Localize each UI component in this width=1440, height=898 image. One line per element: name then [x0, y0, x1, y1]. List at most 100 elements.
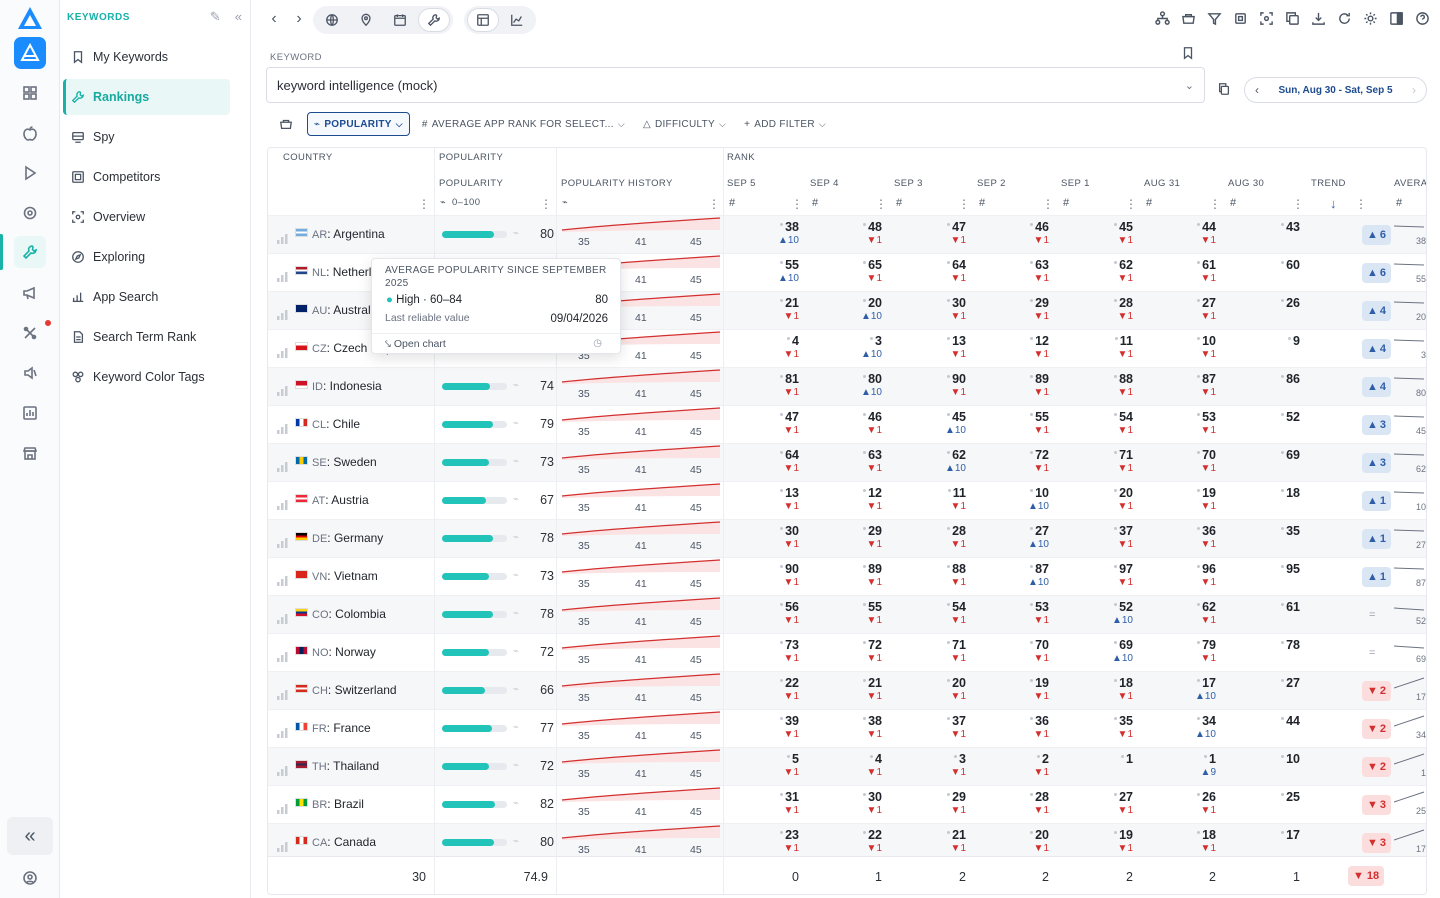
keyword-tool-button[interactable]: [419, 9, 449, 31]
column-menu-icon[interactable]: ⋮: [1355, 197, 1368, 211]
country-name[interactable]: BR: Brazil: [312, 797, 364, 811]
rank-cell[interactable]: 26 ▼1: [1164, 790, 1216, 817]
country-name[interactable]: AT: Austria: [312, 493, 369, 507]
rank-cell[interactable]: 19 ▼1: [997, 676, 1049, 703]
rank-cell[interactable]: 95: [1248, 562, 1300, 576]
rank-cell[interactable]: 28 ▼1: [997, 790, 1049, 817]
group-by-button[interactable]: [275, 113, 297, 135]
column-menu-icon[interactable]: ⋮: [958, 197, 971, 211]
rail-apps-button[interactable]: [14, 77, 46, 109]
globe-button[interactable]: [317, 9, 347, 31]
rank-cell[interactable]: 56 ▼1: [747, 600, 799, 627]
rank-cell[interactable]: 34 ▲10: [1164, 714, 1216, 741]
rank-cell[interactable]: 72 ▼1: [997, 448, 1049, 475]
column-header-trend[interactable]: TREND: [1311, 178, 1346, 189]
column-header-popularity[interactable]: POPULARITY: [439, 178, 504, 189]
rank-cell[interactable]: 18: [1248, 486, 1300, 500]
column-header-aug30[interactable]: AUG 30: [1228, 178, 1265, 189]
rank-cell[interactable]: 28 ▼1: [914, 524, 966, 551]
location-button[interactable]: [351, 9, 381, 31]
rank-cell[interactable]: 45 ▲10: [914, 410, 966, 437]
rank-cell[interactable]: 72 ▼1: [830, 638, 882, 665]
rank-cell[interactable]: 55 ▼1: [997, 410, 1049, 437]
rank-cell[interactable]: 17: [1248, 828, 1300, 842]
rank-cell[interactable]: 55 ▲10: [747, 258, 799, 285]
rank-cell[interactable]: 60: [1248, 258, 1300, 272]
rank-cell[interactable]: 10 ▲10: [997, 486, 1049, 513]
country-name[interactable]: DE: Germany: [312, 531, 383, 545]
column-header-sep4[interactable]: SEP 4: [810, 178, 839, 189]
rail-apple-button[interactable]: [14, 117, 46, 149]
rail-account-button[interactable]: [14, 862, 46, 894]
table-row[interactable]: AT: Austria ⌁ 67 35 41 45 13 ▼1 12 ▼1 11 ▼1 10 ▲10 20 ▼…: [268, 481, 1426, 519]
rank-cell[interactable]: 11 ▼1: [1081, 334, 1133, 361]
rail-store-button[interactable]: [14, 437, 46, 469]
country-name[interactable]: CO: Colombia: [312, 607, 386, 621]
open-chart-link[interactable]: ⤥ Open chart: [385, 338, 446, 351]
table-row[interactable]: TH: Thailand ⌁ 72 35 41 45 5 ▼1 4 ▼1 3 ▼1 2 ▼1 1 1 ▲9 10 ▼…: [268, 747, 1426, 785]
rank-cell[interactable]: 63 ▼1: [830, 448, 882, 475]
rank-cell[interactable]: 63 ▼1: [997, 258, 1049, 285]
rank-cell[interactable]: 86: [1248, 372, 1300, 386]
rank-cell[interactable]: 62 ▼1: [1081, 258, 1133, 285]
chip-icon[interactable]: [1233, 11, 1248, 26]
rank-cell[interactable]: 3 ▲10: [830, 334, 882, 361]
rank-cell[interactable]: 97 ▼1: [1081, 562, 1133, 589]
difficulty-filter-chip[interactable]: △ DIFFICULTY ⌵: [637, 112, 732, 136]
nav-item-competitors[interactable]: Competitors: [63, 159, 230, 195]
column-header-sep2[interactable]: SEP 2: [977, 178, 1006, 189]
rank-cell[interactable]: 39 ▼1: [747, 714, 799, 741]
popularity-history-chart[interactable]: 35 41 45: [560, 786, 722, 824]
column-menu-icon[interactable]: ⋮: [1209, 197, 1222, 211]
refresh-icon[interactable]: [1337, 11, 1352, 26]
chart-view-button[interactable]: [502, 9, 532, 31]
side-panel-icon[interactable]: [1389, 11, 1404, 26]
popularity-history-chart[interactable]: 35 41 45: [560, 520, 722, 558]
rank-cell[interactable]: 61: [1248, 600, 1300, 614]
rank-cell[interactable]: 12 ▼1: [830, 486, 882, 513]
column-header-average[interactable]: AVERA...: [1394, 178, 1427, 189]
rank-cell[interactable]: 20 ▲10: [830, 296, 882, 323]
rank-cell[interactable]: 2 ▼1: [997, 752, 1049, 779]
column-header-sep3[interactable]: SEP 3: [894, 178, 923, 189]
date-range-picker[interactable]: ‹ Sun, Aug 30 - Sat, Sep 5 ›: [1244, 77, 1427, 103]
rank-cell[interactable]: 45 ▼1: [1081, 220, 1133, 247]
rank-cell[interactable]: 38 ▼1: [830, 714, 882, 741]
column-menu-icon[interactable]: ⋮: [1125, 197, 1138, 211]
rank-cell[interactable]: 36 ▼1: [1164, 524, 1216, 551]
rank-cell[interactable]: 90 ▼1: [747, 562, 799, 589]
rank-cell[interactable]: 90 ▼1: [914, 372, 966, 399]
hierarchy-icon[interactable]: [1155, 11, 1170, 26]
brand-logo-icon[interactable]: [17, 6, 43, 30]
rank-cell[interactable]: 30 ▼1: [747, 524, 799, 551]
nav-item-spy[interactable]: Spy: [63, 119, 230, 155]
country-name[interactable]: CL: Chile: [312, 417, 360, 431]
country-name[interactable]: SE: Sweden: [312, 455, 377, 469]
rank-cell[interactable]: 1 ▲9: [1164, 752, 1216, 779]
rank-cell[interactable]: 19 ▼1: [1164, 486, 1216, 513]
column-menu-icon[interactable]: ⋮: [1292, 197, 1305, 211]
date-next-icon[interactable]: ›: [1411, 83, 1416, 97]
rank-cell[interactable]: 62 ▼1: [1164, 600, 1216, 627]
popularity-history-chart[interactable]: 35 41 45: [560, 710, 722, 748]
rank-cell[interactable]: 69: [1248, 448, 1300, 462]
focus-icon[interactable]: [1259, 11, 1274, 26]
rank-cell[interactable]: 64 ▼1: [747, 448, 799, 475]
country-name[interactable]: FR: France: [312, 721, 371, 735]
rank-cell[interactable]: 1: [1081, 752, 1133, 766]
rank-cell[interactable]: 36 ▼1: [997, 714, 1049, 741]
rank-cell[interactable]: 53 ▼1: [1164, 410, 1216, 437]
table-row[interactable]: CO: Colombia ⌁ 78 35 41 45 56 ▼1 55 ▼1 54 ▼1 53 ▼1 52 ▲…: [268, 595, 1426, 633]
keyword-select[interactable]: keyword intelligence (mock) ⌄: [266, 67, 1205, 103]
rail-target-button[interactable]: [14, 197, 46, 229]
rail-tools-button[interactable]: [14, 317, 46, 349]
rank-cell[interactable]: 71 ▼1: [914, 638, 966, 665]
table-row[interactable]: DE: Germany ⌁ 78 35 41 45 30 ▼1 29 ▼1 28 ▼1 27 ▲10 37 ▼…: [268, 519, 1426, 558]
rank-cell[interactable]: 21 ▼1: [747, 296, 799, 323]
rank-cell[interactable]: 30 ▼1: [914, 296, 966, 323]
rank-cell[interactable]: 22 ▼1: [830, 828, 882, 855]
rank-cell[interactable]: 52: [1248, 410, 1300, 424]
rank-cell[interactable]: 38 ▲10: [747, 220, 799, 247]
popularity-history-chart[interactable]: 35 41 45: [560, 444, 722, 482]
rank-cell[interactable]: 78: [1248, 638, 1300, 652]
